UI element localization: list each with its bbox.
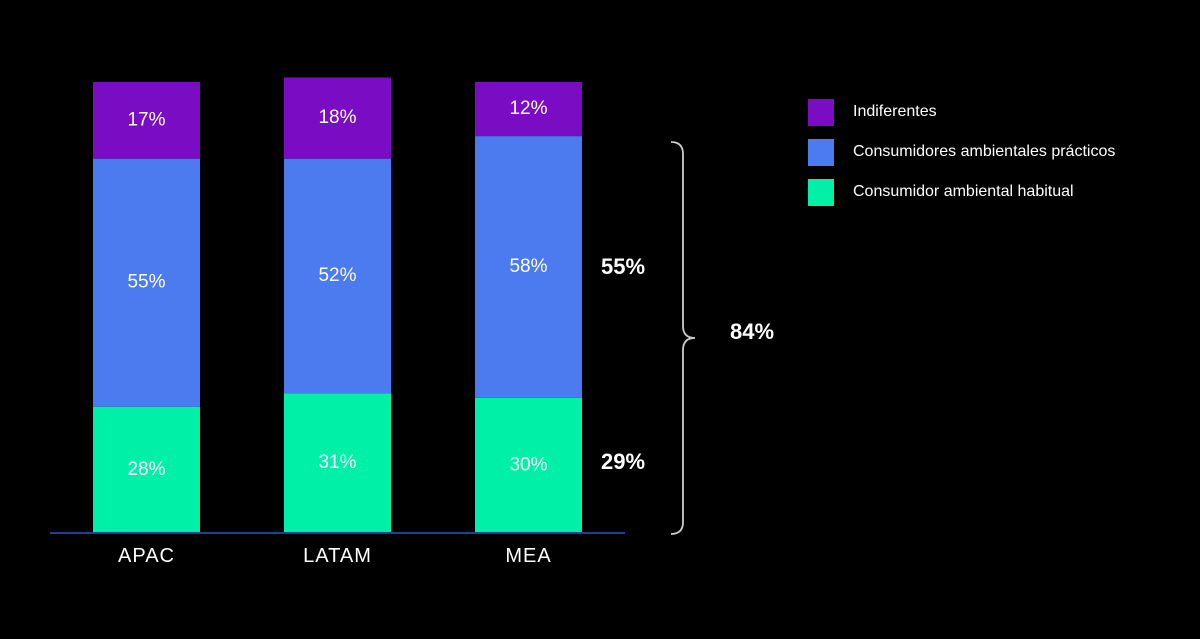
bars-group: 28% 55% 17% 31% 52% 18% 30% 58% 12% — [93, 77, 582, 533]
bar-mea-series-0 — [475, 397, 582, 533]
bar-apac-series-0 — [93, 406, 200, 533]
legend: Indiferentes Consumidores ambientales pr… — [808, 98, 1115, 218]
practical-total-label: 55% — [601, 254, 645, 279]
legend-item-habitual: Consumidor ambiental habitual — [808, 178, 1115, 206]
legend-label-habitual: Consumidor ambiental habitual — [853, 183, 1074, 200]
bar-mea-series-2 — [475, 82, 582, 137]
legend-swatch-habitual — [808, 178, 834, 206]
bar-value-label-apac-2: 17% — [127, 109, 165, 130]
bar-value-label-latam-1: 52% — [318, 265, 356, 286]
habitual-total-label: 29% — [601, 449, 645, 474]
legend-swatch-indiferentes — [808, 98, 834, 126]
legend-swatch-practicos — [808, 138, 834, 166]
bar-value-label-latam-2: 18% — [318, 107, 356, 128]
category-label-apac: APAC — [118, 545, 175, 567]
bar-latam-series-1 — [284, 158, 391, 394]
bar-value-label-mea-1: 58% — [509, 256, 547, 277]
total-brace — [670, 141, 696, 535]
category-label-latam: LATAM — [303, 545, 372, 567]
legend-label-indiferentes: Indiferentes — [853, 103, 937, 120]
bar-value-label-apac-0: 28% — [127, 459, 165, 480]
legend-item-practicos: Consumidores ambientales prácticos — [808, 138, 1115, 166]
bar-value-label-mea-0: 30% — [509, 454, 547, 475]
bar-value-label-apac-1: 55% — [127, 272, 165, 293]
legend-label-practicos: Consumidores ambientales prácticos — [853, 143, 1116, 160]
bar-mea-series-1 — [475, 136, 582, 398]
legend-item-indiferentes: Indiferentes — [808, 98, 1115, 126]
bar-latam-series-2 — [284, 77, 391, 159]
category-label-mea: MEA — [505, 545, 551, 567]
combined-total-label: 84% — [730, 319, 774, 344]
bar-apac-series-1 — [93, 158, 200, 407]
bar-apac-series-2 — [93, 82, 200, 159]
category-labels: APAC LATAM MEA — [118, 545, 551, 567]
bar-latam-series-0 — [284, 393, 391, 533]
bar-value-label-mea-2: 12% — [509, 98, 547, 119]
bar-value-label-latam-0: 31% — [318, 452, 356, 473]
